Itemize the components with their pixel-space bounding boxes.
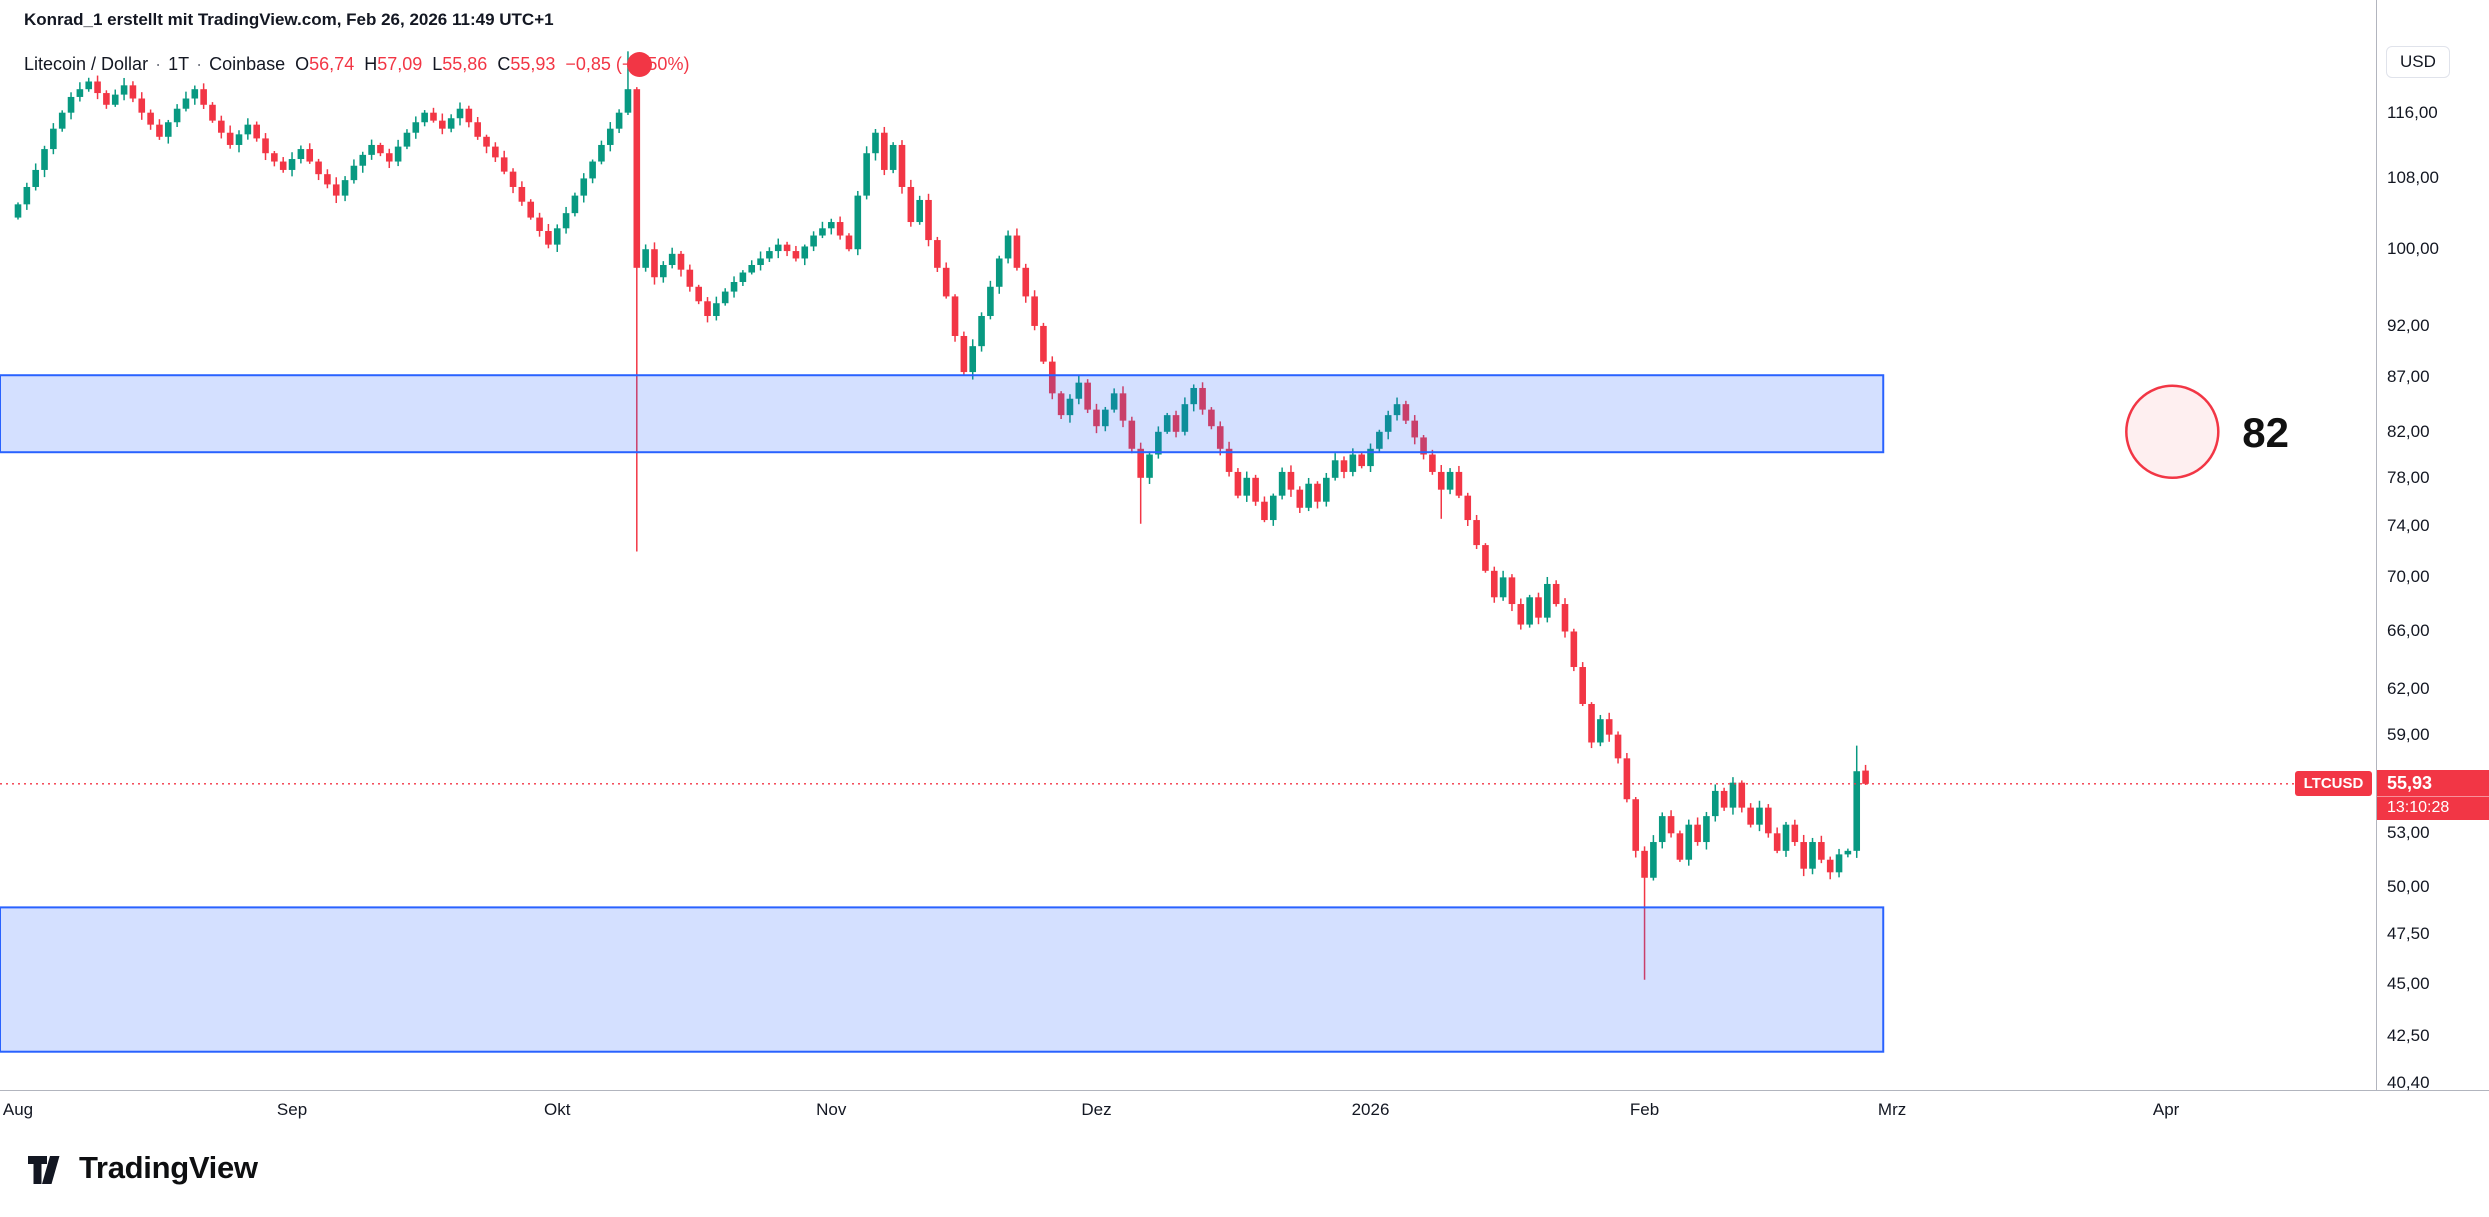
open-label: O	[295, 54, 310, 74]
change-post: 50%)	[647, 54, 690, 74]
price-tick-label: 40,40	[2387, 1073, 2430, 1093]
price-tick-label: 59,00	[2387, 724, 2430, 744]
high-value: 57,09	[377, 54, 423, 74]
interval-label[interactable]: 1T	[168, 54, 190, 74]
tradingview-logo-icon[interactable]	[28, 1152, 68, 1184]
time-tick-label: Dez	[1081, 1100, 1112, 1119]
change-value: −0,85 (− 50%)	[565, 52, 689, 77]
symbol-legend[interactable]: Litecoin / Dollar · 1T · Coinbase O56,74…	[24, 52, 689, 77]
legend-separator: ·	[196, 54, 203, 74]
price-tick-label: 116,00	[2387, 102, 2438, 122]
price-tick-label: 87,00	[2387, 367, 2430, 387]
time-tick-label: Sep	[276, 1100, 308, 1119]
price-tick-label: 62,00	[2387, 679, 2430, 699]
last-price-tag: 55,93 13:10:28	[2377, 769, 2489, 820]
close-value: 55,93	[510, 54, 556, 74]
price-tick-label: 42,50	[2387, 1026, 2430, 1046]
open-value: 56,74	[309, 54, 355, 74]
price-tick-label: 108,00	[2387, 168, 2439, 188]
time-tick-label: Okt	[544, 1100, 571, 1119]
high-label: H	[364, 54, 378, 74]
price-tick-label: 74,00	[2387, 516, 2430, 536]
footer-branding: TradingView	[28, 1150, 258, 1186]
price-tick-label: 53,00	[2387, 823, 2430, 843]
time-tick-label: Aug	[2, 1100, 34, 1119]
zones	[0, 374, 1885, 1053]
legend-separator: ·	[155, 54, 162, 74]
price-tick-label: 78,00	[2387, 467, 2430, 487]
price-tick-label: 50,00	[2387, 876, 2430, 896]
price-tick-label: 82,00	[2387, 421, 2430, 441]
price-tick-label: 92,00	[2387, 315, 2430, 335]
price-tick-label: 100,00	[2387, 239, 2439, 259]
low-label: L	[432, 54, 443, 74]
change-pre: −0,85 (−	[565, 54, 633, 74]
time-tick-label: Nov	[816, 1100, 847, 1119]
close-label: C	[497, 54, 511, 74]
time-axis[interactable]: Aug Sep Okt Nov Dez 2026 Feb Mrz Apr	[0, 1090, 2489, 1137]
last-price-value: 55,93	[2387, 772, 2433, 793]
zone-rect[interactable]	[0, 906, 1885, 1053]
attribution-text: Konrad_1 erstellt mit TradingView.com, F…	[24, 10, 554, 29]
low-value: 55,86	[442, 54, 488, 74]
candles	[14, 51, 1869, 980]
currency-label[interactable]: USD	[2386, 46, 2450, 78]
countdown-timer: 13:10:28	[2377, 795, 2489, 820]
time-tick-label: Apr	[2152, 1100, 2180, 1119]
annotation-circle[interactable]	[2125, 384, 2220, 480]
time-tick-label: 2026	[1351, 1100, 1390, 1119]
cursor-dot	[627, 52, 653, 77]
ticker-price-flag: LTCUSD	[2295, 770, 2372, 796]
price-tick-label: 47,50	[2387, 924, 2430, 944]
price-axis[interactable]: USD 55,93 13:10:28 116,00 108,00 100,00 92,…	[2376, 0, 2489, 1093]
zone-rect[interactable]	[0, 374, 1885, 454]
time-tick-label: Feb	[1629, 1100, 1660, 1119]
price-tick-label: 45,00	[2387, 973, 2430, 993]
symbol-title[interactable]: Litecoin / Dollar	[24, 54, 149, 74]
price-tick-label: 66,00	[2387, 621, 2430, 641]
exchange-label[interactable]: Coinbase	[209, 54, 286, 74]
candlestick-chart[interactable]: 82	[0, 0, 2376, 1090]
time-tick-label: Mrz	[1877, 1100, 1907, 1119]
price-tick-label: 70,00	[2387, 567, 2430, 587]
tradingview-wordmark[interactable]: TradingView	[79, 1150, 258, 1185]
annotation-label: 82	[2242, 409, 2289, 456]
